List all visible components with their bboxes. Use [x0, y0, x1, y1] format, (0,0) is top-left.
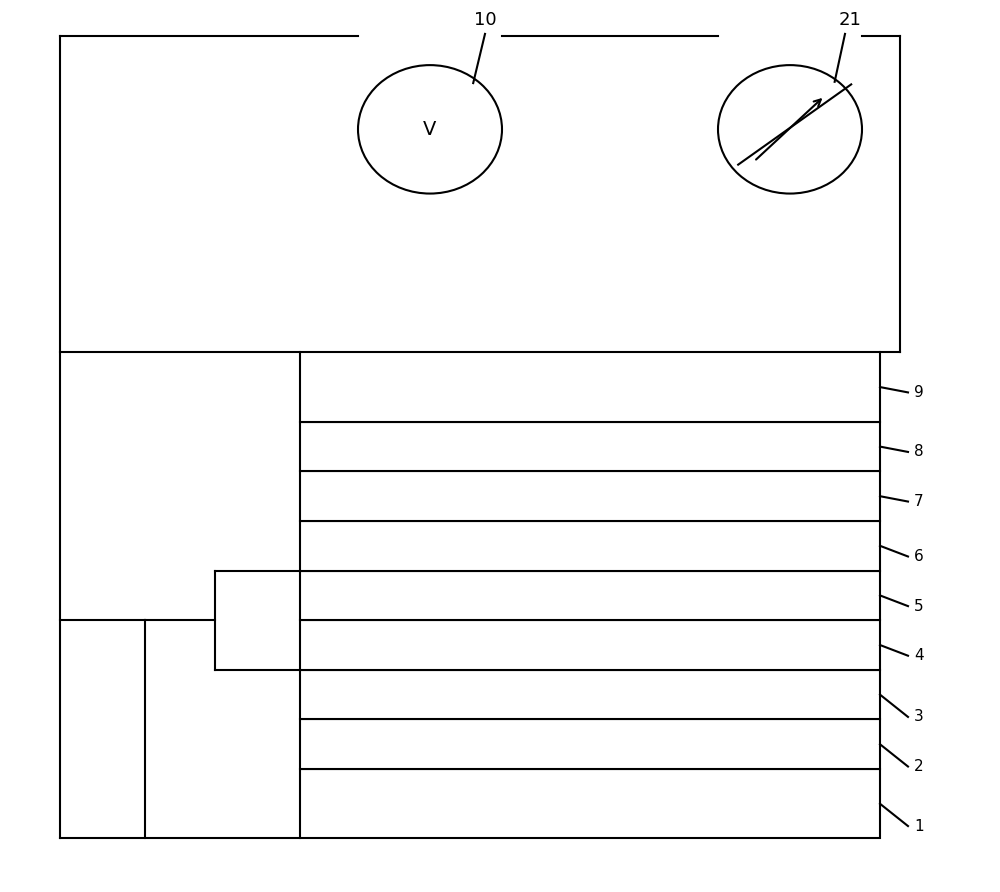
Text: 4: 4 — [914, 648, 924, 664]
Bar — [300, 422, 880, 471]
Text: 2: 2 — [914, 759, 924, 774]
Text: 9: 9 — [914, 385, 924, 400]
Text: 3: 3 — [914, 709, 924, 724]
Bar — [300, 670, 880, 720]
Text: 21: 21 — [839, 12, 861, 29]
Bar — [300, 620, 880, 670]
Bar — [300, 571, 880, 620]
Text: 5: 5 — [914, 599, 924, 614]
Bar — [300, 521, 880, 571]
Text: V: V — [423, 120, 437, 139]
Text: 6: 6 — [914, 549, 924, 564]
Bar — [300, 352, 880, 422]
Text: 7: 7 — [914, 494, 924, 509]
Text: 8: 8 — [914, 444, 924, 459]
Bar — [300, 720, 880, 769]
Text: 10: 10 — [474, 12, 496, 29]
Bar — [300, 769, 880, 838]
Bar — [300, 471, 880, 521]
Text: 1: 1 — [914, 819, 924, 833]
